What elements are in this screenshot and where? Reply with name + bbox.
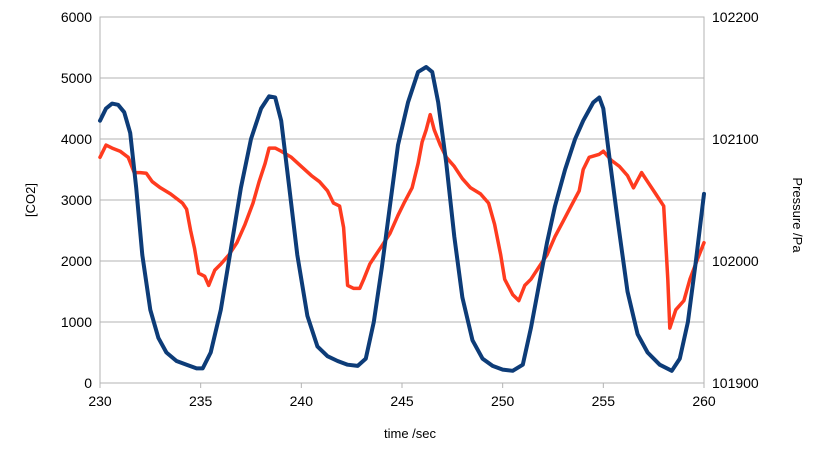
y-right-tick-label: 102200 [712,9,759,25]
x-tick-label: 250 [491,393,515,409]
series-layer [98,65,706,373]
y-left-tick-label: 5000 [61,70,92,86]
y-left-tick-label: 0 [84,375,92,391]
y-axis-right-title: Pressure /Pa [790,177,805,253]
y-left-tick-label: 2000 [61,253,92,269]
y-right-tick-label: 102000 [712,253,759,269]
y-right-tick-label: 102100 [712,131,759,147]
y-left-tick-label: 1000 [61,314,92,330]
x-tick-label: 260 [692,393,716,409]
series-line-pressure [98,65,706,373]
series-line-co2 [98,112,706,330]
x-tick-label: 245 [390,393,414,409]
x-tick-label: 255 [592,393,616,409]
tick-labels: 0 1000 2000 3000 4000 5000 6000 101900 102000 102… [61,9,759,409]
x-tick-label: 235 [189,393,213,409]
x-tick-label: 240 [290,393,314,409]
y-left-tick-label: 4000 [61,131,92,147]
x-tick-label: 230 [88,393,112,409]
y-right-tick-label: 101900 [712,375,759,391]
x-axis-title: time /sec [384,426,437,441]
y-left-tick-label: 3000 [61,192,92,208]
y-left-tick-label: 6000 [61,9,92,25]
y-axis-left-title: [CO2] [23,183,38,217]
